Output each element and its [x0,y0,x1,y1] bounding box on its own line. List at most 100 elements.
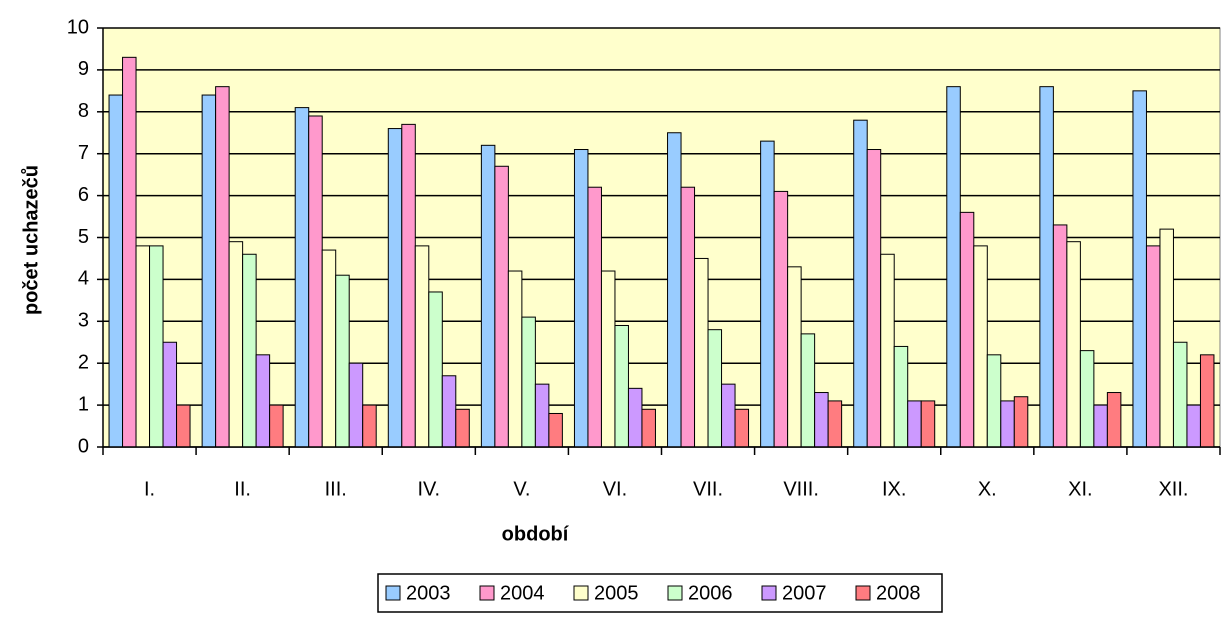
bar [1106,392,1122,448]
x-tick-label: VI. [603,478,627,500]
bar [294,107,310,448]
bar [986,354,1002,448]
legend-label: 2005 [594,582,639,604]
legend-label: 2006 [688,582,733,604]
x-tick-label: III. [325,478,347,500]
y-tick-label: 6 [78,184,89,206]
legend-label: 2007 [782,582,827,604]
legend-swatch [761,585,777,601]
bar [1000,400,1015,448]
bar [1093,404,1108,448]
y-axis-label: počet uchazečů [20,165,42,315]
bar [335,274,350,448]
bar [907,400,922,448]
y-tick-label: 8 [78,100,89,122]
legend-label: 2008 [876,582,921,604]
bar [707,329,723,448]
x-tick-label: I. [144,478,155,500]
y-tick-label: 3 [78,310,89,332]
bar [122,56,137,448]
legend-swatch [667,585,683,601]
bar [1132,90,1147,448]
bar [1145,245,1161,448]
x-tick-label: VIII. [783,478,819,500]
bar [321,249,337,448]
x-tick-label: XI. [1068,478,1092,500]
bar [600,270,616,448]
bar [428,291,443,448]
y-tick-label: 9 [78,58,89,80]
y-tick-label: 2 [78,351,89,373]
bar [308,115,323,448]
bar [534,383,550,448]
bar [1199,354,1215,448]
bar [480,144,496,448]
bar [760,140,775,448]
bar [348,362,364,448]
bar [269,404,284,448]
bar [866,149,882,448]
y-tick-label: 7 [78,142,89,164]
bar [362,404,377,448]
bar [814,392,829,448]
bar [853,119,868,448]
bar [573,149,589,448]
bar [176,404,191,448]
bar [1159,228,1174,448]
bar [680,186,696,448]
bar [1052,224,1068,448]
bar [1186,404,1201,448]
bar [108,94,124,448]
bar [880,253,895,448]
bar [614,324,629,448]
y-tick-label: 1 [78,393,89,415]
x-tick-label: VII. [693,478,723,500]
legend-swatch [385,585,401,601]
y-tick-label: 10 [67,16,89,38]
x-tick-label: X. [978,478,997,500]
bar [455,408,470,448]
bar [242,253,257,448]
legend-box [377,573,943,613]
bar [387,128,403,448]
bar [215,86,230,448]
bar [641,408,656,448]
bar [773,190,789,448]
bar [494,165,509,448]
x-tick-label: V. [513,478,530,500]
bar [255,354,271,448]
bar [959,211,975,448]
bar [1066,241,1081,448]
legend-swatch [479,585,495,601]
x-tick-label: IX. [882,478,906,500]
bar [401,123,416,448]
bar [721,383,736,448]
x-tick-label: XII. [1158,478,1188,500]
bar [149,245,164,448]
bar [521,316,536,448]
bar [441,375,457,448]
bar [800,333,816,448]
y-tick-label: 4 [78,268,89,290]
bar [973,245,988,448]
bar [1013,396,1029,448]
y-tick-label: 0 [78,435,89,457]
bar [734,408,750,448]
bar [827,400,843,448]
bar [1039,86,1054,448]
bar [162,341,178,448]
x-tick-label: IV. [417,478,440,500]
legend-swatch [573,585,589,601]
bar [920,400,936,448]
bar [787,266,802,448]
bar [1079,350,1095,448]
legend-label: 2003 [406,582,451,604]
bar [201,94,217,448]
bar [893,345,909,448]
bar [667,132,682,448]
x-axis-label: období [502,523,570,545]
bar [1172,341,1188,448]
bar [414,245,430,448]
bar [507,270,523,448]
